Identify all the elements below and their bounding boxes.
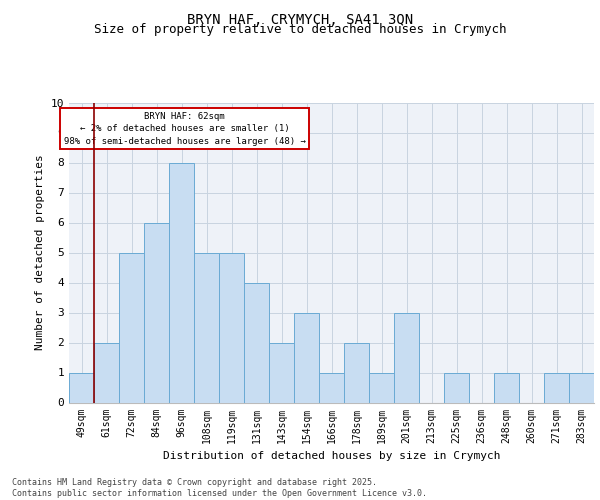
Text: BRYN HAF: 62sqm
← 2% of detached houses are smaller (1)
98% of semi-detached hou: BRYN HAF: 62sqm ← 2% of detached houses … bbox=[64, 112, 305, 146]
Bar bbox=[344, 342, 369, 402]
Bar bbox=[494, 372, 519, 402]
Bar bbox=[369, 372, 394, 402]
Bar bbox=[544, 372, 569, 402]
Bar bbox=[69, 372, 94, 402]
Bar bbox=[294, 312, 319, 402]
Bar bbox=[269, 342, 294, 402]
Bar bbox=[219, 252, 244, 402]
Bar bbox=[319, 372, 344, 402]
Text: Contains HM Land Registry data © Crown copyright and database right 2025.
Contai: Contains HM Land Registry data © Crown c… bbox=[12, 478, 427, 498]
Bar bbox=[394, 312, 419, 402]
Bar bbox=[119, 252, 144, 402]
Bar bbox=[569, 372, 594, 402]
X-axis label: Distribution of detached houses by size in Crymych: Distribution of detached houses by size … bbox=[163, 451, 500, 461]
Bar bbox=[94, 342, 119, 402]
Bar bbox=[169, 162, 194, 402]
Text: BRYN HAF, CRYMYCH, SA41 3QN: BRYN HAF, CRYMYCH, SA41 3QN bbox=[187, 12, 413, 26]
Bar bbox=[444, 372, 469, 402]
Bar bbox=[244, 282, 269, 403]
Bar bbox=[194, 252, 219, 402]
Bar bbox=[144, 222, 169, 402]
Y-axis label: Number of detached properties: Number of detached properties bbox=[35, 154, 45, 350]
Text: Size of property relative to detached houses in Crymych: Size of property relative to detached ho… bbox=[94, 22, 506, 36]
